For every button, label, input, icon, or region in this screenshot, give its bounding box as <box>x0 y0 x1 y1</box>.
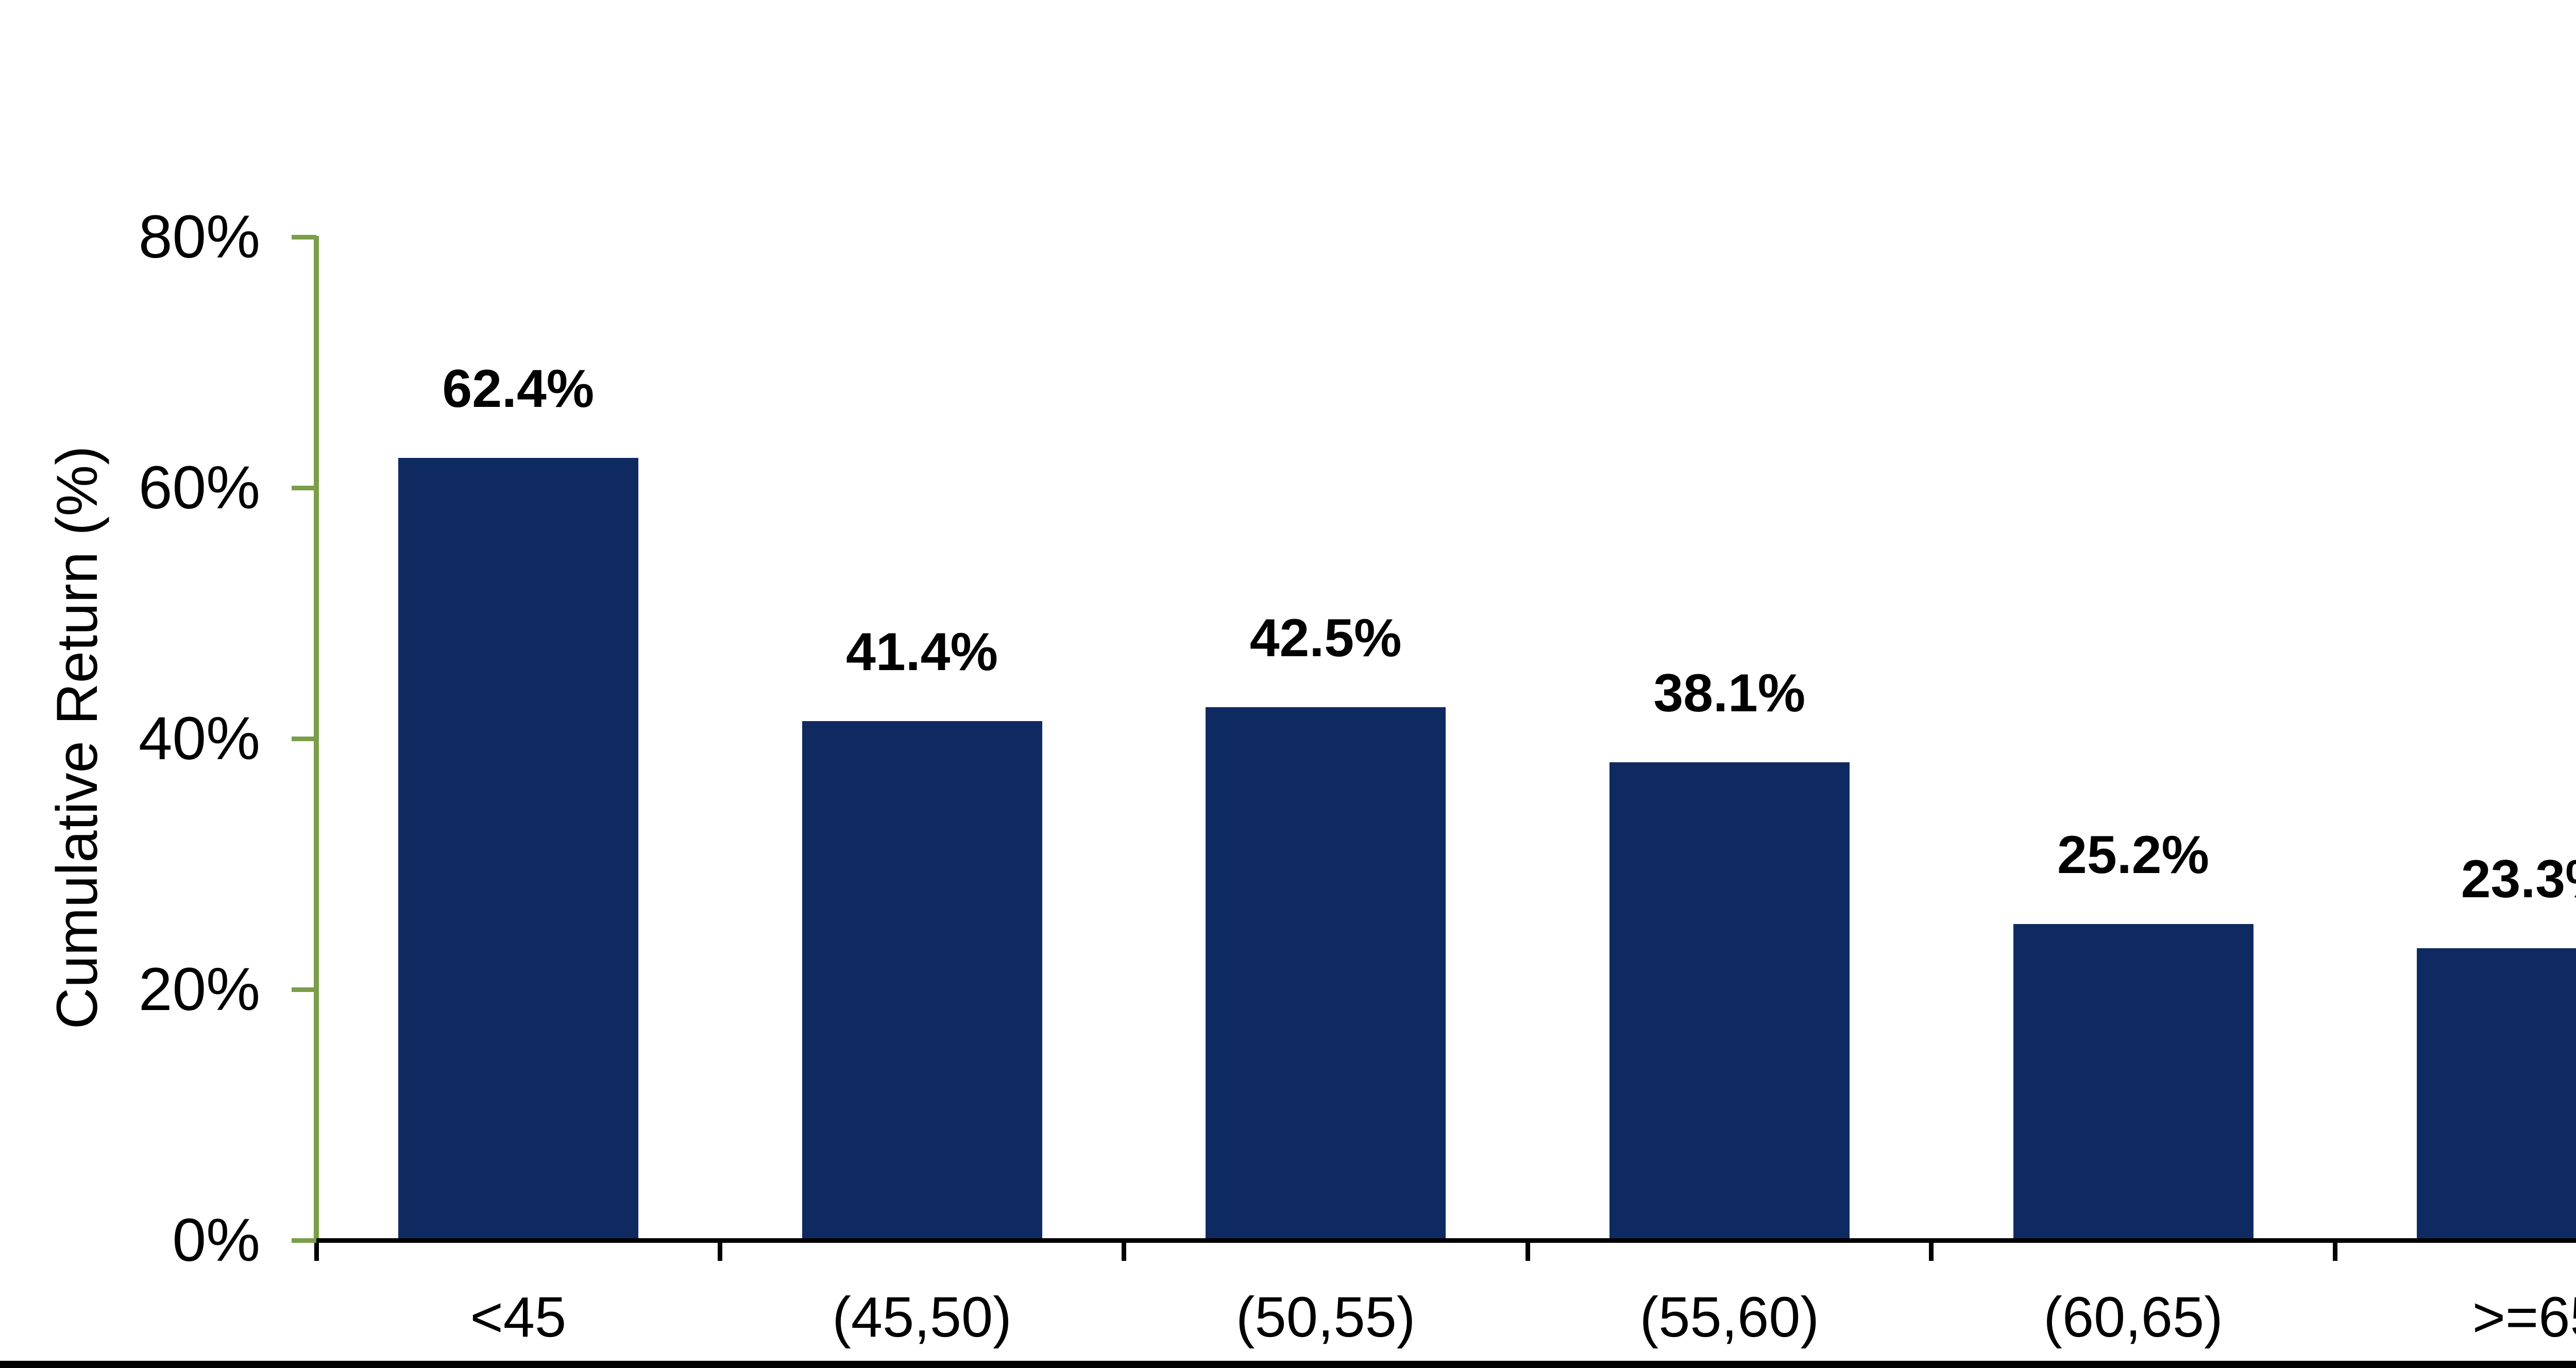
x-tick-mark <box>314 1238 319 1261</box>
x-axis-line <box>314 1238 2576 1243</box>
bottom-border <box>0 1361 2576 1368</box>
x-tick-mark <box>718 1238 723 1261</box>
bar <box>2013 924 2253 1240</box>
y-tick-mark <box>292 485 316 490</box>
x-axis-label: (60,65) <box>2043 1286 2223 1349</box>
x-tick-mark <box>1525 1238 1530 1261</box>
x-axis-label: (50,55) <box>1235 1286 1416 1349</box>
bar-value-label: 23.3% <box>2461 849 2576 909</box>
bar-value-label: 41.4% <box>846 622 998 682</box>
y-tick-mark <box>292 1238 316 1243</box>
bar <box>398 457 638 1240</box>
x-tick-mark <box>1121 1238 1126 1261</box>
x-axis-label: >=65 <box>2472 1286 2576 1349</box>
y-tick-label: 20% <box>138 955 260 1023</box>
y-tick-mark <box>292 987 316 992</box>
bar-value-label: 38.1% <box>1653 663 1806 724</box>
y-tick-label: 0% <box>172 1206 260 1274</box>
bar-value-label: 62.4% <box>442 358 595 419</box>
y-tick-mark <box>292 736 316 741</box>
y-tick-mark <box>292 234 316 240</box>
y-tick-label: 40% <box>138 705 260 773</box>
x-tick-mark <box>2332 1238 2337 1261</box>
x-tick-mark <box>1929 1238 1934 1261</box>
x-axis-label: (55,60) <box>1639 1286 1820 1349</box>
bar-value-label: 25.2% <box>2057 825 2209 885</box>
bar-value-label: 42.5% <box>1249 608 1402 669</box>
bar <box>2417 948 2576 1240</box>
x-axis-label: (45,50) <box>832 1286 1012 1349</box>
bar <box>1609 762 1850 1240</box>
x-axis-label: <45 <box>470 1286 567 1349</box>
y-tick-label: 60% <box>138 454 260 522</box>
y-axis-line <box>314 236 319 1240</box>
bar <box>1206 707 1446 1240</box>
y-tick-label: 80% <box>138 203 260 271</box>
bar <box>802 721 1042 1240</box>
